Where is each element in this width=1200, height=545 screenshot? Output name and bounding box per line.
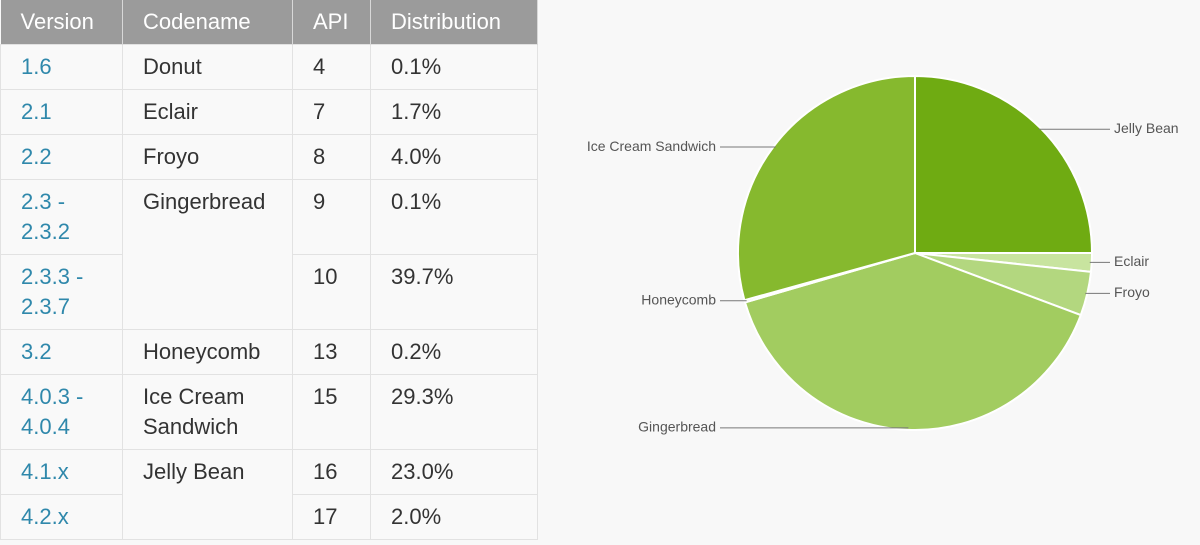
table-row: 1.6 Donut 4 0.1% (0, 44, 538, 90)
api-cell: 4 (292, 44, 371, 90)
distribution-cell: 0.2% (370, 329, 538, 375)
codename-cell: Jelly Bean (122, 449, 293, 540)
version-cell: 3.2 (0, 329, 123, 375)
version-cell: 2.2 (0, 134, 123, 180)
distribution-cell: 2.0% (370, 494, 538, 540)
table-row: 2.3 - 2.3.2 Gingerbread 9 0.1% (0, 179, 538, 330)
codename-cell: Eclair (122, 89, 293, 135)
distribution-cell: 1.7% (370, 89, 538, 135)
table-row: 4.0.3 - 4.0.4 Ice Cream Sandwich 15 29.3% (0, 374, 538, 450)
version-cell: 2.1 (0, 89, 123, 135)
table-row: 4.2.x 17 2.0% (0, 494, 538, 540)
slice-label: Jelly Bean (1114, 120, 1179, 136)
header-row: Version Codename API Distribution (0, 0, 538, 45)
distribution-cell: 29.3% (370, 374, 538, 450)
header-cell: Version (0, 0, 123, 45)
table-row: 2.1 Eclair 7 1.7% (0, 89, 538, 135)
table-row: 3.2 Honeycomb 13 0.2% (0, 329, 538, 375)
slice-label: Honeycomb (641, 291, 716, 307)
distribution-cell: 4.0% (370, 134, 538, 180)
api-cell: 17 (292, 494, 371, 540)
slice-label: Ice Cream Sandwich (587, 138, 716, 154)
header-cell: API (292, 0, 371, 45)
slice-label: Eclair (1114, 253, 1149, 269)
version-cell: 4.0.3 - 4.0.4 (0, 374, 123, 450)
table-row: 2.2 Froyo 8 4.0% (0, 134, 538, 180)
codename-cell: Gingerbread (122, 179, 293, 330)
table-row: 2.3.3 - 2.3.7 10 39.7% (0, 254, 538, 330)
codename-cell: Honeycomb (122, 329, 293, 375)
pie-slice (743, 251, 1083, 431)
distribution-cell: 39.7% (370, 254, 538, 330)
pie-slice (737, 74, 916, 302)
slice-label: Gingerbread (638, 419, 716, 435)
slice-label: Froyo (1114, 284, 1150, 300)
header-cell: Distribution (370, 0, 538, 45)
version-cell: 2.3.3 - 2.3.7 (0, 254, 123, 330)
version-cell: 4.2.x (0, 494, 123, 540)
distribution-cell: 0.1% (370, 179, 538, 255)
version-table: Version Codename API Distribution 1.6 Donut 4… (0, 0, 538, 540)
api-cell: 10 (292, 254, 371, 330)
header-cell: Codename (122, 0, 293, 45)
distribution-cell: 23.0% (370, 449, 538, 495)
version-cell: 2.3 - 2.3.2 (0, 179, 123, 255)
distribution-cell: 0.1% (370, 44, 538, 90)
pie-slice (914, 74, 1094, 254)
codename-cell: Donut (122, 44, 293, 90)
api-cell: 15 (292, 374, 371, 450)
api-cell: 9 (292, 179, 371, 255)
